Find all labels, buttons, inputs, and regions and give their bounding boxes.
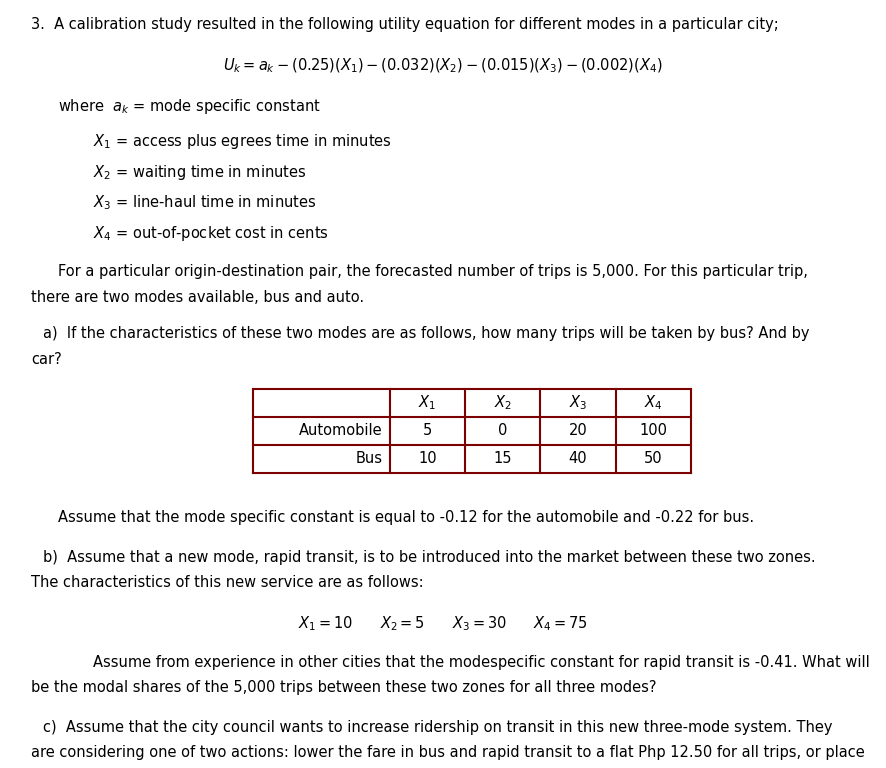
- Text: Assume from experience in other cities that the mode​specific constant for rapid: Assume from experience in other cities t…: [93, 655, 870, 670]
- Text: $\mathit{X_3}$: $\mathit{X_3}$: [569, 393, 587, 412]
- Text: $U_k = a_k - (0.25)(X_1) - (0.032)(X_2) - (0.015)(X_3) - (0.002)(X_4)$: $U_k = a_k - (0.25)(X_1) - (0.032)(X_2) …: [223, 57, 663, 75]
- Text: $X_2$ = waiting time in minutes: $X_2$ = waiting time in minutes: [93, 163, 307, 182]
- Text: c)  Assume that the city council wants to increase ridership on transit in this : c) Assume that the city council wants to…: [43, 720, 832, 735]
- Text: 10: 10: [418, 451, 437, 466]
- Text: $X_4$ = out-of-pocket cost in cents: $X_4$ = out-of-pocket cost in cents: [93, 224, 329, 243]
- Text: $\mathit{X_4}$: $\mathit{X_4}$: [644, 393, 663, 412]
- Text: there are two modes available, bus and auto.: there are two modes available, bus and a…: [31, 290, 364, 305]
- Text: Assume that the mode specific constant is equal to -0.12 for the automobile and : Assume that the mode specific constant i…: [58, 510, 754, 525]
- Text: $X_3$ = line-haul time in minutes: $X_3$ = line-haul time in minutes: [93, 194, 316, 212]
- Text: 40: 40: [569, 451, 587, 466]
- Text: For a particular origin-destination pair, the forecasted number of trips is 5,00: For a particular origin-destination pair…: [58, 264, 807, 280]
- Text: car?: car?: [31, 352, 62, 367]
- Text: The characteristics of this new service are as follows:: The characteristics of this new service …: [31, 575, 424, 590]
- Text: be the modal shares of the 5,000 trips between these two zones for all three mod: be the modal shares of the 5,000 trips b…: [31, 680, 657, 695]
- Text: are considering one of two actions: lower the fare in bus and rapid transit to a: are considering one of two actions: lowe…: [31, 746, 865, 760]
- Text: 0: 0: [498, 423, 508, 439]
- Text: Automobile: Automobile: [299, 423, 383, 439]
- Text: $X_1$ = access plus egrees time in minutes: $X_1$ = access plus egrees time in minut…: [93, 132, 392, 151]
- Text: a)  If the characteristics of these two modes are as follows, how many trips wil: a) If the characteristics of these two m…: [43, 326, 809, 342]
- Text: where  $a_k$ = mode specific constant: where $a_k$ = mode specific constant: [58, 97, 320, 116]
- Text: Bus: Bus: [356, 451, 383, 466]
- Text: 20: 20: [569, 423, 587, 439]
- Text: $\mathit{X_1}$: $\mathit{X_1}$: [418, 393, 437, 412]
- Text: $X_1 = 10$      $X_2 = 5$      $X_3 = 30$      $X_4 = 75$: $X_1 = 10$ $X_2 = 5$ $X_3 = 30$ $X_4 = 7…: [298, 615, 588, 634]
- Text: 50: 50: [644, 451, 663, 466]
- Text: $\mathit{X_2}$: $\mathit{X_2}$: [494, 393, 512, 412]
- Text: 15: 15: [494, 451, 512, 466]
- Text: b)  Assume that a new mode, rapid transit, is to be introduced into the market b: b) Assume that a new mode, rapid transit…: [43, 550, 815, 564]
- Text: 100: 100: [640, 423, 667, 439]
- Text: 5: 5: [423, 423, 432, 439]
- Text: 3.  A calibration study resulted in the following utility equation for different: 3. A calibration study resulted in the f…: [31, 17, 779, 32]
